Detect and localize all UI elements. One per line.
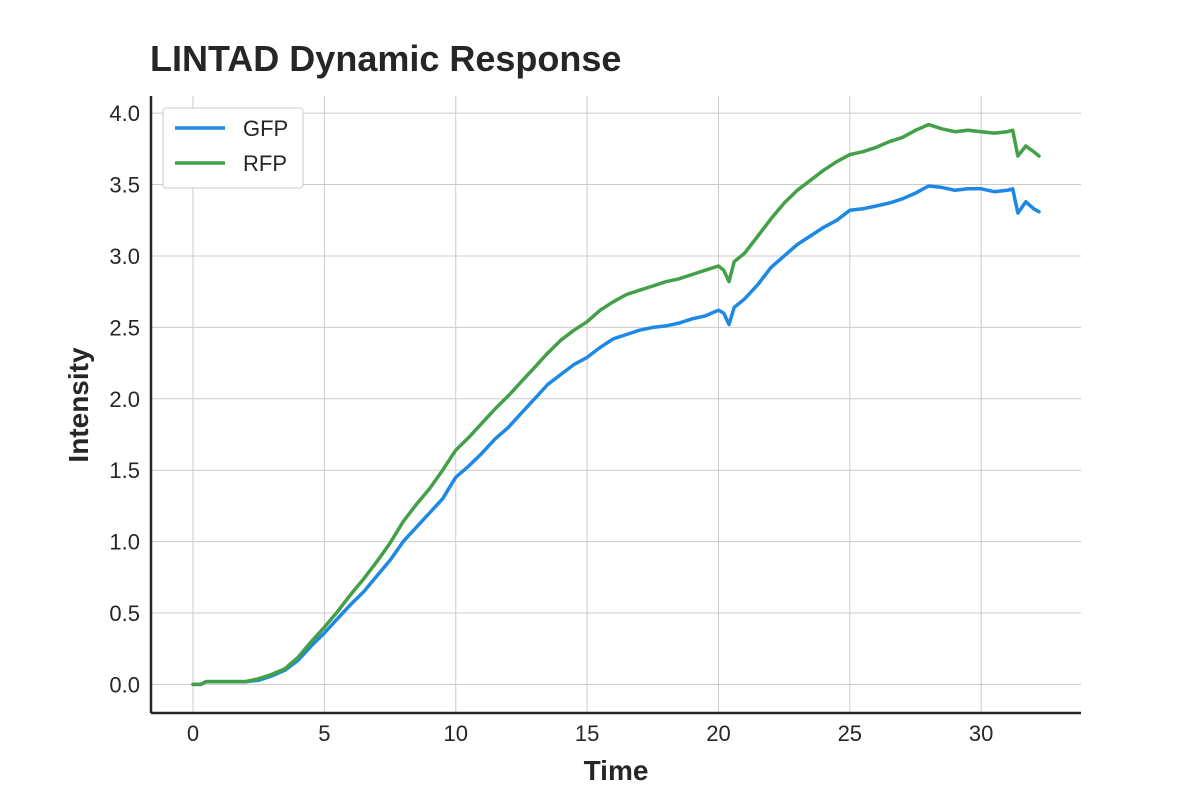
- y-tick-label: 1.5: [109, 458, 140, 483]
- x-tick-label: 25: [838, 721, 862, 746]
- x-axis-label: Time: [584, 755, 649, 786]
- y-tick-label: 3.5: [109, 173, 140, 198]
- legend-label-gfp: GFP: [243, 116, 288, 141]
- y-tick-labels: 0.0 0.5 1.0 1.5 2.0 2.5 3.0 3.5 4.0: [109, 101, 140, 697]
- axis-spines: [149, 96, 1081, 715]
- chart-title: LINTAD Dynamic Response: [150, 38, 621, 79]
- series-line-gfp: [191, 184, 1041, 687]
- x-tick-label: 15: [575, 721, 599, 746]
- legend-label-rfp: RFP: [243, 151, 287, 176]
- y-tick-label: 2.5: [109, 315, 140, 340]
- x-tick-label: 20: [706, 721, 730, 746]
- series-line-rfp: [191, 122, 1041, 687]
- y-tick-label: 1.0: [109, 530, 140, 555]
- legend: GFP RFP: [162, 107, 304, 189]
- y-tick-label: 0.5: [109, 601, 140, 626]
- gridlines: [151, 96, 1081, 713]
- y-tick-label: 0.0: [109, 672, 140, 697]
- x-tick-labels: 0 5 10 15 20 25 30: [187, 721, 994, 746]
- y-tick-label: 3.0: [109, 244, 140, 269]
- y-axis-label: Intensity: [63, 347, 94, 463]
- x-tick-label: 0: [187, 721, 199, 746]
- x-tick-label: 30: [969, 721, 993, 746]
- y-tick-label: 4.0: [109, 101, 140, 126]
- series-lines: [191, 122, 1041, 687]
- x-tick-label: 10: [444, 721, 468, 746]
- x-tick-label: 5: [318, 721, 330, 746]
- y-tick-label: 2.0: [109, 387, 140, 412]
